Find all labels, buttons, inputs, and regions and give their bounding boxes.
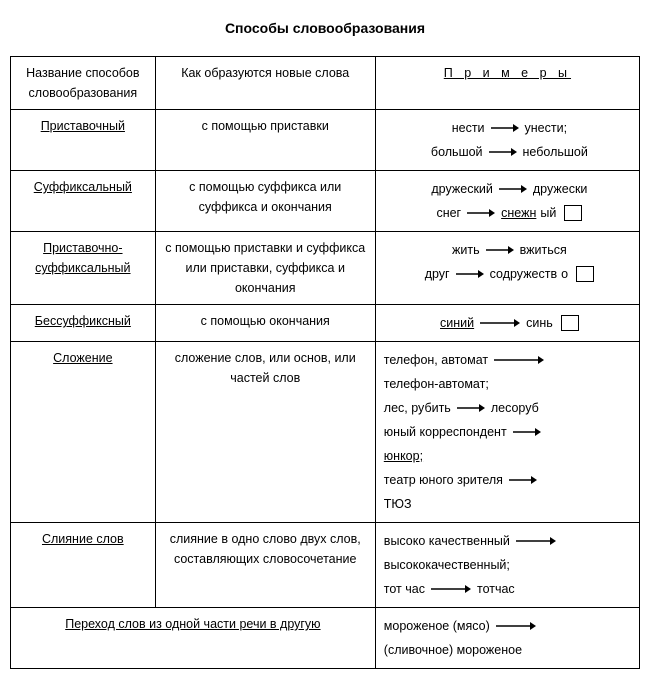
example-line: тот час тотчас xyxy=(384,579,515,599)
arrow-icon xyxy=(467,208,495,218)
row-pristavochny: Приставочный с помощью приставки нести у… xyxy=(11,110,640,171)
method-desc: с помощью окончания xyxy=(155,305,375,342)
row-suffiksalny: Суффиксальный с помощью суффикса или суф… xyxy=(11,171,640,232)
ending-box xyxy=(561,315,579,331)
arrow-icon xyxy=(499,184,527,194)
example-line: телефон-автомат; xyxy=(384,374,489,394)
header-col3: П р и м е р ы xyxy=(375,57,639,110)
example-line: юнкор; xyxy=(384,446,423,466)
header-row: Название способов словообразования Как о… xyxy=(11,57,640,110)
arrow-icon xyxy=(494,355,544,365)
arrow-icon xyxy=(480,318,520,328)
example-line: большой небольшой xyxy=(431,142,588,162)
example-line: синий синь xyxy=(440,313,579,333)
method-desc: с помощью суффикса или суффикса и оконча… xyxy=(155,171,375,232)
arrow-icon xyxy=(496,621,536,631)
example-line: (сливочное) мороженое xyxy=(384,640,522,660)
method-name: Суффиксальный xyxy=(34,180,132,194)
method-name: Приставочный xyxy=(41,119,125,133)
examples-header: П р и м е р ы xyxy=(444,63,571,83)
example-line: телефон, автомат xyxy=(384,350,546,370)
arrow-icon xyxy=(513,427,541,437)
row-bessuffiksny: Бессуффиксный с помощью окончания синий … xyxy=(11,305,640,342)
arrow-icon xyxy=(489,147,517,157)
example-line: лес, рубить лесоруб xyxy=(384,398,539,418)
method-name: Переход слов из одной части речи в другу… xyxy=(65,617,320,631)
page-title: Способы словообразования xyxy=(10,20,640,36)
method-name: Приставочно-суффиксальный xyxy=(35,241,130,275)
method-desc: с помощью приставки и суффикса или прист… xyxy=(155,232,375,305)
example-line: ТЮЗ xyxy=(384,494,412,514)
header-col1: Название способов словообразования xyxy=(11,57,156,110)
method-desc: сложение слов, или основ, или частей сло… xyxy=(155,342,375,523)
arrow-icon xyxy=(486,245,514,255)
example-line: нести унести; xyxy=(452,118,567,138)
arrow-icon xyxy=(509,475,537,485)
method-desc: с помощью приставки xyxy=(155,110,375,171)
ending-box xyxy=(564,205,582,221)
word-formation-table: Название способов словообразования Как о… xyxy=(10,56,640,669)
arrow-icon xyxy=(431,584,471,594)
arrow-icon xyxy=(491,123,519,133)
example-line: снег снежн ый xyxy=(436,203,582,223)
method-desc: слияние в одно слово двух слов, составля… xyxy=(155,523,375,608)
method-name: Сложение xyxy=(53,351,112,365)
header-col2: Как образуются новые слова xyxy=(155,57,375,110)
row-sliyanie: Слияние слов слияние в одно слово двух с… xyxy=(11,523,640,608)
row-perekhod: Переход слов из одной части речи в другу… xyxy=(11,608,640,669)
example-line: высококачественный; xyxy=(384,555,510,575)
ending-box xyxy=(576,266,594,282)
example-line: театр юного зрителя xyxy=(384,470,539,490)
example-line: высоко качественный xyxy=(384,531,558,551)
arrow-icon xyxy=(457,403,485,413)
method-name: Слияние слов xyxy=(42,532,124,546)
example-line: дружеский дружески xyxy=(431,179,587,199)
method-name: Бессуффиксный xyxy=(35,314,131,328)
example-line: жить вжиться xyxy=(452,240,567,260)
arrow-icon xyxy=(516,536,556,546)
example-line: друг содружеств о xyxy=(425,264,594,284)
row-slozhenie: Сложение сложение слов, или основ, или ч… xyxy=(11,342,640,523)
example-line: мороженое (мясо) xyxy=(384,616,538,636)
example-line: юный корреспондент xyxy=(384,422,543,442)
arrow-icon xyxy=(456,269,484,279)
row-pristavochno-suffiksalny: Приставочно-суффиксальный с помощью прис… xyxy=(11,232,640,305)
